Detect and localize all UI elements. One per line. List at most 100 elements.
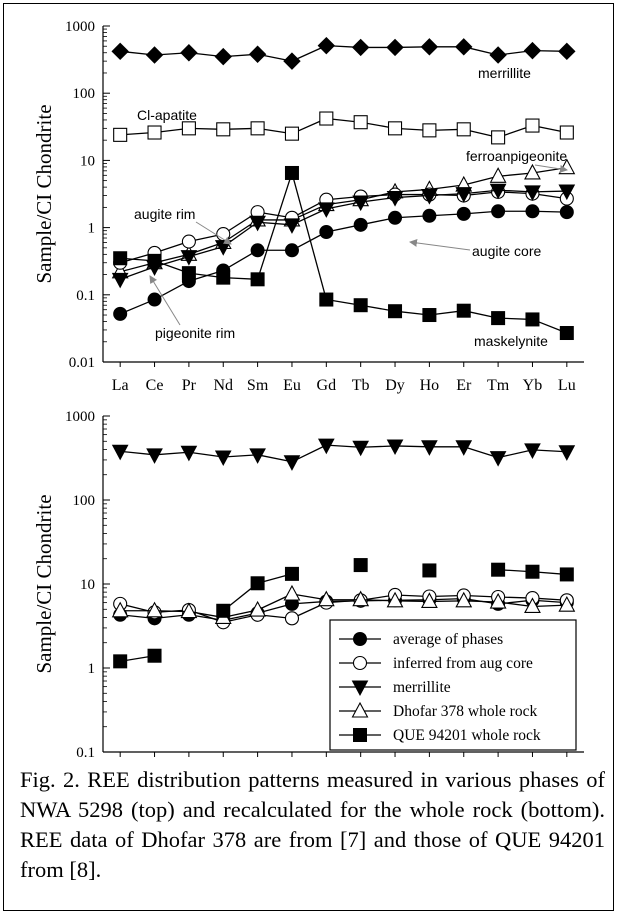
point-dhofar-378-whole-rock-dy [386, 591, 404, 608]
point-maskelynite-gd [319, 292, 334, 307]
point-merrillite-gd [317, 438, 335, 455]
label-merrillite: merrillite [478, 65, 531, 81]
point-merrillite-ho [420, 38, 439, 56]
point-merrillite-dy [386, 439, 404, 456]
y-tick-label: 100 [73, 86, 96, 102]
series-merrillite [111, 36, 576, 70]
point-pigeonite-rim-lu [558, 184, 576, 201]
series-line-segment [498, 189, 533, 193]
series-line-segment [463, 175, 499, 186]
point-maskelynite-la [113, 251, 128, 266]
point-dhofar-378-whole-rock-la [111, 601, 129, 618]
point-pigeonite-rim-gd [317, 202, 335, 218]
point-ferroanpigeonite-tm [489, 167, 507, 183]
series-dhofar-378-whole-rock [111, 584, 576, 624]
series-line-segment [257, 221, 293, 226]
point-maskelynite-ce [147, 253, 162, 268]
legend-label-inferred-from-aug-core: inferred from aug core [393, 655, 533, 672]
point-augite-core-er [456, 206, 471, 221]
series-augite-core [113, 204, 574, 321]
point-que-94201-whole-rock-lu [559, 567, 574, 582]
legend-entry-que-94201-whole-rock: QUE 94201 whole rock [339, 727, 541, 744]
series-line-segment [120, 450, 155, 456]
point-cl-apatite-pr [181, 121, 196, 136]
series-line-segment [291, 172, 327, 300]
point-maskelynite-tm [491, 311, 506, 326]
x-tick-label-tb: Tb [352, 377, 370, 394]
point-merrillite-la [111, 444, 129, 461]
y-tick-label: 1 [88, 661, 96, 677]
point-dhofar-378-whole-rock-tm [489, 592, 507, 609]
label-pigeonite-rim: pigeonite rim [155, 325, 235, 341]
legend-box [329, 619, 577, 751]
point-merrillite-tb [352, 440, 370, 457]
point-cl-apatite-nd [216, 122, 231, 137]
point-pigeonite-rim-tm [489, 183, 507, 200]
y-axis-label: Sample/CI Chondrite [32, 494, 56, 673]
series-line-segment [498, 601, 533, 608]
series-line-segment [498, 172, 533, 177]
point-que-94201-whole-rock-sm [250, 576, 265, 591]
point-cl-apatite-eu [284, 126, 300, 141]
point-maskelynite-yb [525, 312, 540, 327]
point-maskelynite-nd [216, 270, 231, 285]
point-que-94201-whole-rock-nd [216, 603, 231, 618]
point-pigeonite-rim-eu [283, 218, 301, 234]
point-merrillite-sm [249, 448, 266, 464]
x-tick-label-dy: Dy [385, 377, 405, 394]
y-tick-label: 0.01 [69, 355, 95, 371]
series-que-94201-whole-rock [113, 558, 574, 669]
point-augite-core-ho [422, 208, 437, 223]
x-tick-label-sm: Sm [247, 377, 269, 394]
point-merrillite-lu [558, 445, 576, 461]
point-merrillite-lu [558, 42, 576, 61]
point-cl-apatite-gd [319, 111, 334, 126]
point-que-94201-whole-rock-tm [491, 562, 506, 577]
series-line-segment [394, 194, 430, 199]
point-augite-core-lu [559, 205, 574, 220]
point-augite-core-ce [147, 292, 162, 307]
bottom-chart: 0.11101001000LaCePrNdSmEuGdTbDyHoErTmYbL… [32, 409, 584, 760]
point-pigeonite-rim-ho [421, 189, 438, 205]
x-tick-label-la: La [112, 377, 129, 394]
point-cl-apatite-er [456, 122, 471, 137]
series-line-segment [326, 201, 361, 210]
legend-marker-merrillite [351, 680, 369, 697]
point-merrillite-pr [180, 445, 198, 462]
point-augite-core-la [113, 306, 128, 321]
series-line-segment [188, 451, 224, 458]
x-tick-label-ho: Ho [420, 377, 440, 394]
series-cl-apatite [113, 111, 574, 145]
point-augite-core-tb [353, 217, 368, 232]
figure-svg: 0.01 0.1 1 10 100 1000 La Ce Pr Nd Sm Eu Gd Tb Dy Ho Er T… [32, 19, 584, 760]
series-line-segment [223, 454, 258, 458]
series-line-segment [360, 445, 396, 448]
point-merrillite-eu [283, 455, 301, 471]
point-cl-apatite-ce [147, 125, 162, 140]
series-line-segment [395, 445, 430, 448]
point-maskelynite-eu [284, 165, 299, 180]
point-merrillite-er [455, 38, 473, 56]
point-merrillite-yb [523, 41, 542, 60]
legend-label-que-94201-whole-rock: QUE 94201 whole rock [393, 727, 541, 744]
point-merrillite-er [455, 440, 473, 456]
point-augite-core-yb [525, 204, 540, 219]
label-augite-rim: augite rim [134, 206, 195, 222]
point-augite-rim-pr [181, 234, 196, 249]
point-dhofar-378-whole-rock-pr [180, 602, 198, 619]
legend-marker-que-94201-whole-rock [353, 728, 367, 742]
series-line-segment [429, 600, 464, 603]
series-line-segment [532, 190, 567, 193]
point-pigeonite-rim-dy [386, 191, 404, 207]
point-merrillite-eu [283, 52, 301, 70]
point-maskelynite-er [456, 303, 471, 318]
series-line-segment [154, 610, 189, 613]
point-pigeonite-rim-pr [180, 250, 198, 266]
y-tick-label: 1 [88, 221, 96, 237]
point-cl-apatite-lu [559, 125, 574, 140]
point-cl-apatite-tm [491, 130, 506, 145]
x-tick-label-yb: Yb [523, 377, 543, 394]
x-tick-label-gd: Gd [317, 377, 337, 394]
point-que-94201-whole-rock-yb [525, 564, 540, 579]
x-tick-label-pr: Pr [182, 377, 197, 394]
